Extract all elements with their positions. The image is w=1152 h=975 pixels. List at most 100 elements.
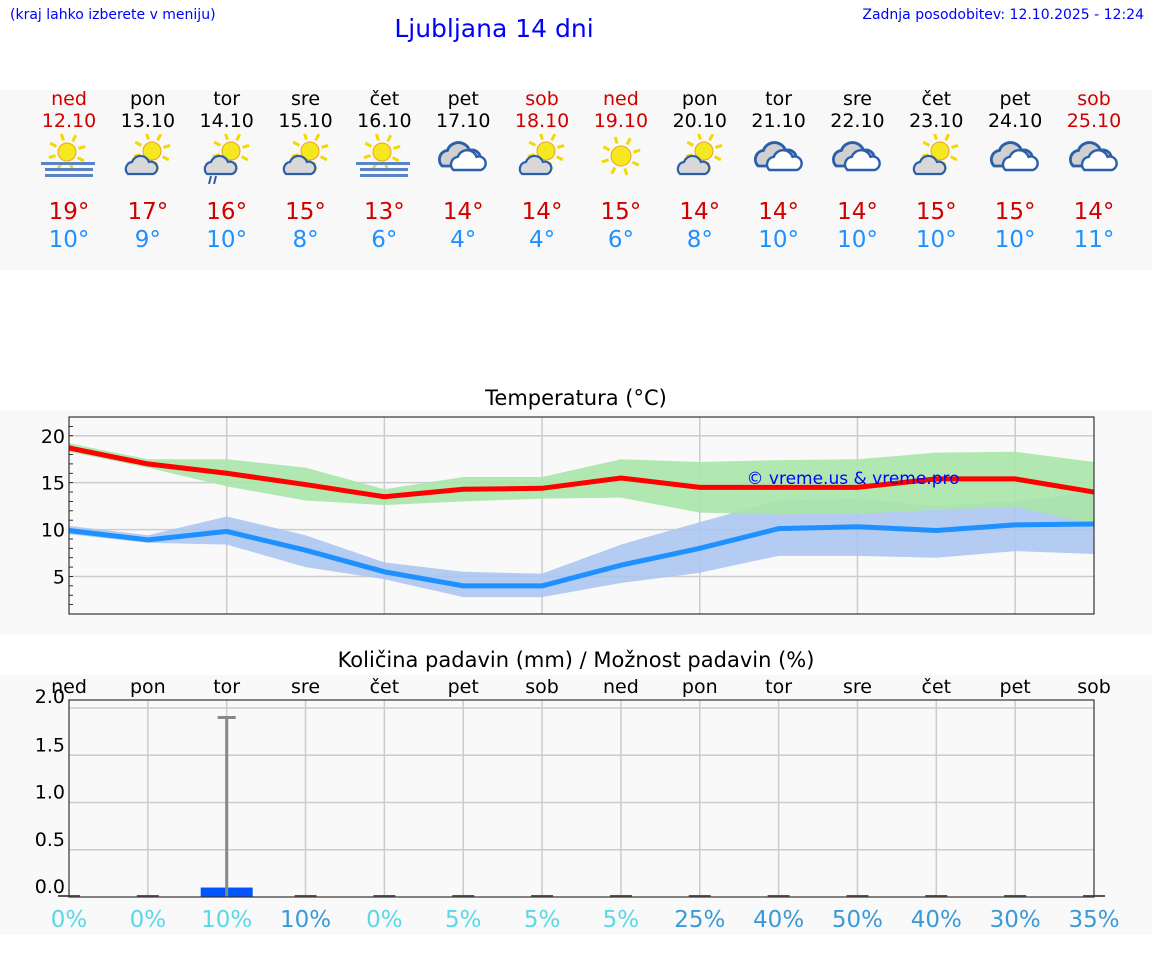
day-date: 18.10 bbox=[514, 110, 570, 132]
sun-ray bbox=[76, 156, 85, 163]
max-temp: 14° bbox=[442, 199, 484, 225]
sun bbox=[536, 141, 556, 161]
min-temp: 10° bbox=[915, 227, 957, 253]
sun bbox=[142, 141, 162, 161]
cloud bbox=[913, 154, 947, 176]
cloud bbox=[765, 148, 803, 172]
weather-icon-wrap bbox=[108, 132, 188, 190]
cloud-shape bbox=[1080, 148, 1118, 172]
day-date: 15.10 bbox=[278, 110, 333, 132]
sun bbox=[694, 141, 714, 161]
min-temp: 4° bbox=[528, 227, 556, 253]
day-label: čet bbox=[370, 676, 400, 698]
sun-ray bbox=[944, 133, 951, 142]
fog-sun-icon bbox=[41, 133, 95, 177]
day-name: pet bbox=[447, 88, 479, 110]
cloud-shape bbox=[450, 148, 488, 172]
day-label: ned bbox=[603, 676, 639, 698]
cloud-shape bbox=[124, 154, 159, 176]
sun-ray bbox=[392, 156, 400, 163]
weather-icon-wrap bbox=[266, 132, 346, 190]
day-name: sre bbox=[291, 88, 321, 110]
fog-line bbox=[45, 174, 93, 177]
sun-ray bbox=[550, 133, 557, 142]
cloudy-icon bbox=[438, 141, 488, 172]
day-forecast: sob 18.10 14° 4° bbox=[502, 88, 582, 254]
sun-ray bbox=[528, 140, 537, 147]
y-tick-label: 20 bbox=[41, 426, 65, 448]
sun-ray bbox=[241, 143, 250, 149]
sun-ray bbox=[610, 166, 617, 175]
weather-icon-wrap bbox=[29, 133, 109, 190]
rain-drop bbox=[207, 175, 212, 185]
sun-ray bbox=[708, 133, 714, 142]
fog-line bbox=[41, 162, 95, 165]
sun-ray bbox=[71, 134, 78, 143]
sun-ray bbox=[240, 155, 249, 162]
sun-ray bbox=[292, 140, 300, 147]
precip-bar bbox=[846, 895, 869, 897]
cloud-shape bbox=[282, 154, 316, 176]
sun-ray bbox=[951, 143, 959, 149]
sunny-icon bbox=[601, 136, 641, 176]
plot-frame bbox=[68, 416, 1095, 615]
day-date: 24.10 bbox=[987, 110, 1043, 132]
day-label: pet bbox=[448, 676, 479, 698]
day-label: sre bbox=[843, 676, 872, 698]
day-date: 22.10 bbox=[830, 110, 885, 132]
partly-cloudy-icon bbox=[913, 132, 959, 176]
weather-icon-wrap bbox=[817, 134, 897, 190]
min-temp: 10° bbox=[837, 227, 878, 253]
min-temp: 10° bbox=[994, 227, 1036, 253]
min-temp: 10° bbox=[206, 227, 248, 253]
precip-bar bbox=[688, 895, 711, 897]
sun-ray bbox=[313, 133, 320, 142]
sun-ray bbox=[613, 136, 619, 145]
sun-ray bbox=[234, 133, 241, 142]
precip-probability: 30% bbox=[990, 907, 1041, 933]
sun-ray bbox=[602, 145, 611, 152]
sun-ray bbox=[78, 144, 86, 150]
weather-icon-wrap bbox=[344, 133, 424, 190]
weather-icon-wrap bbox=[581, 134, 661, 190]
y-tick-label: 2.0 bbox=[35, 686, 65, 708]
precip-probability: 40% bbox=[911, 907, 962, 933]
precip-probability: 5% bbox=[524, 907, 561, 933]
max-temp: 15° bbox=[600, 199, 642, 225]
sun-ray bbox=[950, 155, 958, 162]
day-name: tor bbox=[213, 88, 241, 110]
cloudy-icon bbox=[832, 141, 882, 172]
sun-ray bbox=[632, 148, 641, 154]
min-temp: 10° bbox=[48, 227, 90, 253]
weather-icon-wrap bbox=[187, 132, 267, 190]
max-temp: 15° bbox=[915, 199, 957, 225]
day-label: sre bbox=[291, 676, 320, 698]
day-date: 14.10 bbox=[199, 110, 254, 132]
max-temp: 16° bbox=[206, 199, 248, 225]
min-temp-band bbox=[69, 492, 1094, 598]
day-name: čet bbox=[921, 88, 952, 110]
day-name: pon bbox=[129, 88, 166, 110]
sun-ray bbox=[48, 154, 56, 160]
temperature-chart: 5 10 15 20 © vreme.us & vreme.pro bbox=[41, 416, 1095, 615]
sun bbox=[930, 141, 950, 161]
sun-ray bbox=[623, 167, 629, 176]
max-temp: 14° bbox=[521, 199, 563, 225]
cloud bbox=[518, 154, 553, 176]
cloud bbox=[282, 154, 316, 176]
precip-probability: 5% bbox=[445, 907, 482, 933]
day-label: čet bbox=[922, 676, 952, 698]
sun-ray bbox=[49, 141, 58, 148]
min-temp-line bbox=[68, 521, 1095, 589]
cloud-shape bbox=[203, 154, 238, 176]
y-tick-label: 1.5 bbox=[35, 734, 65, 756]
precip-bar bbox=[452, 895, 475, 897]
max-temp: 14° bbox=[837, 199, 878, 225]
sun-ray bbox=[223, 132, 229, 140]
precip-bar bbox=[294, 895, 317, 897]
plot-area bbox=[69, 700, 1094, 897]
day-label: sob bbox=[1077, 676, 1111, 698]
fog-line bbox=[356, 162, 411, 165]
partly-cloudy-icon bbox=[518, 132, 565, 176]
cloud bbox=[844, 148, 882, 172]
